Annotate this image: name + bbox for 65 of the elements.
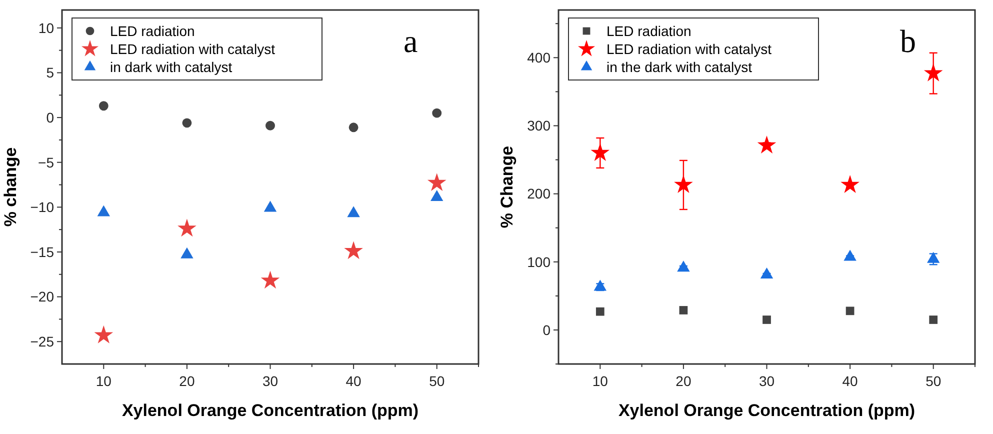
x-tick-label: 30	[758, 373, 775, 389]
point	[924, 63, 943, 82]
x-tick-label: 10	[592, 373, 608, 389]
x-axis-title: Xylenol Orange Concentration (ppm)	[122, 401, 419, 420]
y-axis-title: % change	[1, 147, 20, 227]
x-tick-label: 10	[96, 373, 112, 389]
y-tick-label: 100	[527, 254, 551, 270]
point	[674, 175, 693, 193]
point	[266, 120, 275, 130]
x-tick-label: 30	[262, 373, 278, 389]
legend-label: LED radiation	[110, 22, 195, 39]
y-tick-label: 5	[46, 64, 54, 81]
point	[347, 206, 360, 218]
legend-label: LED radiation with catalyst	[110, 40, 276, 57]
y-tick-label: 300	[527, 118, 551, 134]
point	[94, 325, 114, 344]
x-tick-label: 20	[676, 373, 692, 389]
point	[844, 250, 856, 261]
point	[760, 267, 774, 278]
point	[430, 190, 444, 201]
point	[427, 173, 446, 191]
x-tick-label: 40	[842, 373, 858, 389]
point	[929, 316, 938, 324]
x-tick-label: 40	[346, 373, 362, 389]
y-tick-label: −25	[30, 333, 54, 350]
point	[590, 143, 610, 161]
point	[98, 101, 108, 111]
legend-label: in dark with catalyst	[110, 58, 232, 75]
x-axis-title: Xylenol Orange Concentration (ppm)	[618, 401, 916, 420]
point	[762, 316, 771, 324]
point	[594, 280, 607, 291]
y-tick-label: −10	[30, 199, 54, 216]
point	[432, 108, 442, 118]
point	[348, 122, 358, 132]
x-tick-label: 20	[179, 373, 195, 389]
point	[182, 118, 192, 128]
y-tick-label: −5	[38, 154, 54, 170]
point	[840, 175, 860, 193]
point	[180, 247, 194, 258]
y-tick-label: −20	[30, 288, 54, 305]
point	[757, 136, 776, 154]
point	[679, 306, 688, 314]
annotation: a	[404, 23, 418, 59]
legend-label: LED radiation	[606, 22, 692, 39]
x-tick-label: 50	[926, 373, 942, 389]
y-tick-label: −15	[30, 244, 54, 260]
y-tick-label: 200	[527, 186, 551, 202]
point	[264, 200, 277, 212]
legend-label: in the dark with catalyst	[606, 58, 752, 75]
point	[677, 260, 690, 272]
y-axis-title: % Change	[498, 146, 516, 228]
point	[97, 205, 110, 216]
y-tick-label: 0	[46, 109, 54, 126]
point	[596, 307, 604, 316]
point	[344, 241, 363, 260]
point	[846, 306, 854, 316]
annotation: b	[900, 23, 916, 59]
y-tick-label: 0	[542, 322, 551, 338]
point	[178, 218, 196, 237]
y-tick-label: 10	[38, 20, 54, 36]
point	[260, 270, 280, 289]
y-tick-label: 400	[527, 50, 551, 66]
x-tick-label: 50	[429, 373, 445, 389]
point	[926, 252, 940, 263]
legend-label: LED radiation with catalyst	[606, 40, 772, 57]
